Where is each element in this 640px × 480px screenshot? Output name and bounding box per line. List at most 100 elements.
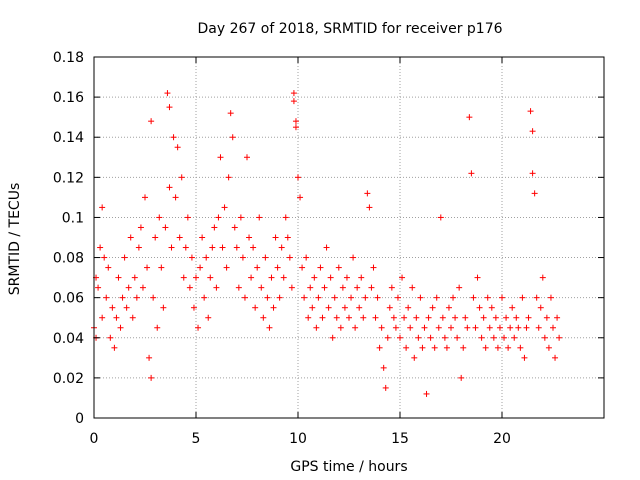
data-point [148,374,155,381]
data-point [352,324,359,331]
data-point [360,314,367,321]
data-point [184,214,191,221]
data-point [354,284,361,291]
data-point [254,264,261,271]
data-point [95,284,102,291]
data-point [290,90,297,97]
data-point [348,294,355,301]
data-point [262,254,269,261]
data-point [480,314,487,321]
data-point [374,294,381,301]
data-point [152,234,159,241]
data-point [486,324,493,331]
y-tick-label: 0.18 [53,50,84,66]
data-point [213,284,220,291]
data-point [529,128,536,135]
data-point [174,144,181,151]
data-point [468,170,475,177]
data-point [397,334,403,341]
y-tick-label: 0 [75,411,84,427]
data-point [392,324,399,331]
data-point [376,344,383,351]
data-point [380,364,387,371]
data-point [256,214,263,221]
data-point [111,344,118,351]
data-point [133,294,140,301]
data-point [246,234,253,241]
data-point [150,294,157,301]
data-point [482,344,489,351]
data-point [435,324,442,331]
data-point [311,274,318,281]
data-point [356,304,363,311]
data-point [260,314,267,321]
data-point [237,214,244,221]
data-point [313,324,320,331]
data-point [131,274,138,281]
data-point [292,124,299,131]
data-point [388,284,395,291]
data-point [109,304,116,311]
data-point [403,344,410,351]
data-point [197,264,204,271]
data-point [166,104,173,111]
data-point [244,154,250,161]
data-point [162,224,169,231]
data-point [472,324,479,331]
data-point [519,294,526,301]
data-point [556,334,563,341]
data-point [286,254,293,261]
data-point [121,254,128,261]
data-point [317,264,324,271]
data-point [305,314,312,321]
data-point [233,244,240,251]
data-point [417,294,424,301]
data-point [156,214,163,221]
data-point [523,324,530,331]
data-point [315,294,322,301]
data-point [527,108,534,115]
data-point [337,324,344,331]
data-point [148,118,155,125]
data-point [441,334,448,341]
data-point [501,334,508,341]
data-point [290,98,297,105]
data-point [284,234,291,241]
data-point [343,274,350,281]
data-point [390,314,397,321]
data-point [303,254,310,261]
data-point [323,244,330,251]
data-point [264,294,271,301]
data-point [223,264,230,271]
data-point [115,274,122,281]
data-point [545,344,552,351]
data-point [513,314,520,321]
data-point [458,374,465,381]
data-point [488,304,495,311]
data-point [378,324,385,331]
data-point [144,264,151,271]
data-point [537,304,544,311]
data-point [358,274,365,281]
data-point [439,314,446,321]
data-point [125,284,132,291]
data-point [423,390,430,397]
data-point [476,304,483,311]
data-point [266,324,273,331]
data-point [99,204,106,211]
data-point [288,284,295,291]
y-tick-label: 0.02 [53,371,84,387]
data-point [146,354,153,361]
data-point [105,264,112,271]
data-point [431,344,438,351]
data-point [97,244,104,251]
data-point [394,294,401,301]
data-point [164,90,171,97]
data-point [413,314,420,321]
data-point [107,334,114,341]
data-point [350,254,357,261]
data-point [203,254,210,261]
data-point [278,244,285,251]
data-point [335,264,342,271]
